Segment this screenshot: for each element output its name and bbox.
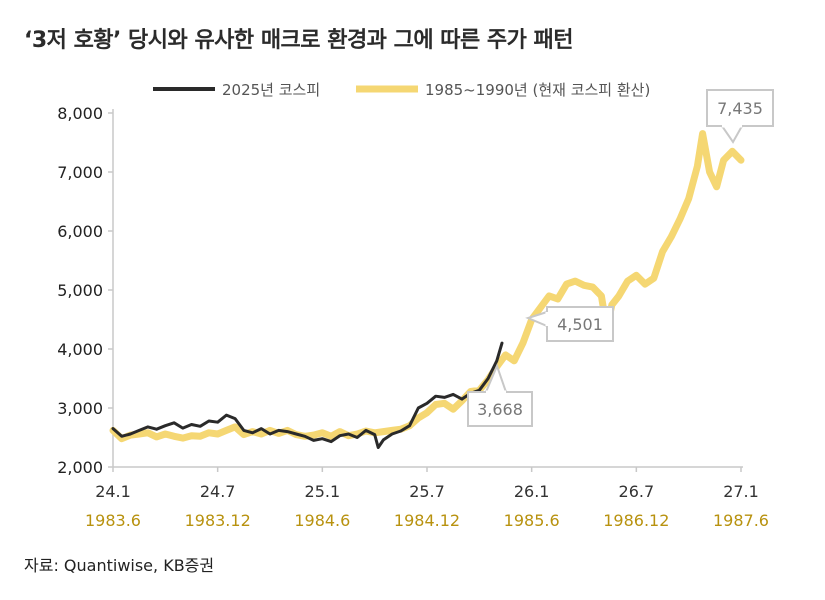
x-tick-label-secondary: 1983.6 [85,511,141,530]
legend-label-2025: 2025년 코스피 [222,81,320,99]
x-tick-label-secondary: 1987.6 [713,511,769,530]
x-tick-label-secondary: 1983.12 [185,511,251,530]
x-tick-label-secondary: 1985.6 [504,511,560,530]
y-tick-label: 5,000 [57,281,103,300]
y-tick-label: 6,000 [57,222,103,241]
y-tick-label: 8,000 [57,104,103,123]
series-group [109,130,745,449]
y-tick-label: 3,000 [57,399,103,418]
x-tick-label: 27.1 [723,482,759,501]
y-tick-label: 2,000 [57,458,103,477]
callout-1: 4,501 [525,306,614,342]
series-line-2025 [111,341,504,449]
series-line-1985 [109,130,745,443]
callout-box [546,306,614,342]
callout-label: 7,435 [717,99,763,118]
x-tick-label: 26.7 [619,482,655,501]
x-tick-label-secondary: 1986.12 [603,511,669,530]
x-axis-ticks: 24.1 1983.6 24.7 1983.12 25.1 1984.6 25.7 1984.… [85,467,769,530]
callout-label: 3,668 [477,400,523,419]
callout-2: 7,435 [706,89,774,144]
y-axis-ticks: 2,000 3,000 4,000 5,000 6,000 7,000 8,000 [57,104,113,477]
chart-title: ‘3저 호황’ 당시와 유사한 매크로 환경과 그에 따른 주가 패턴 [24,28,573,53]
callout-label: 4,501 [557,315,603,334]
x-tick-label-secondary: 1984.6 [294,511,350,530]
x-tick-label-secondary: 1984.12 [394,511,460,530]
source-note: 자료: Quantiwise, KB증권 [24,556,215,575]
callout-box [706,89,774,127]
callout-0: 3,668 [467,363,533,427]
x-tick-label: 25.7 [409,482,445,501]
legend: 2025년 코스피 1985~1990년 (현재 코스피 환산) [153,81,650,99]
x-tick-label: 24.7 [200,482,236,501]
callouts: 3,668 4,501 7,435 [467,89,774,427]
y-tick-label: 4,000 [57,340,103,359]
legend-label-1985: 1985~1990년 (현재 코스피 환산) [425,81,650,99]
callout-pointer [720,125,744,144]
y-tick-label: 7,000 [57,163,103,182]
x-tick-label: 24.1 [95,482,131,501]
x-tick-label: 25.1 [305,482,341,501]
x-tick-label: 26.1 [514,482,550,501]
